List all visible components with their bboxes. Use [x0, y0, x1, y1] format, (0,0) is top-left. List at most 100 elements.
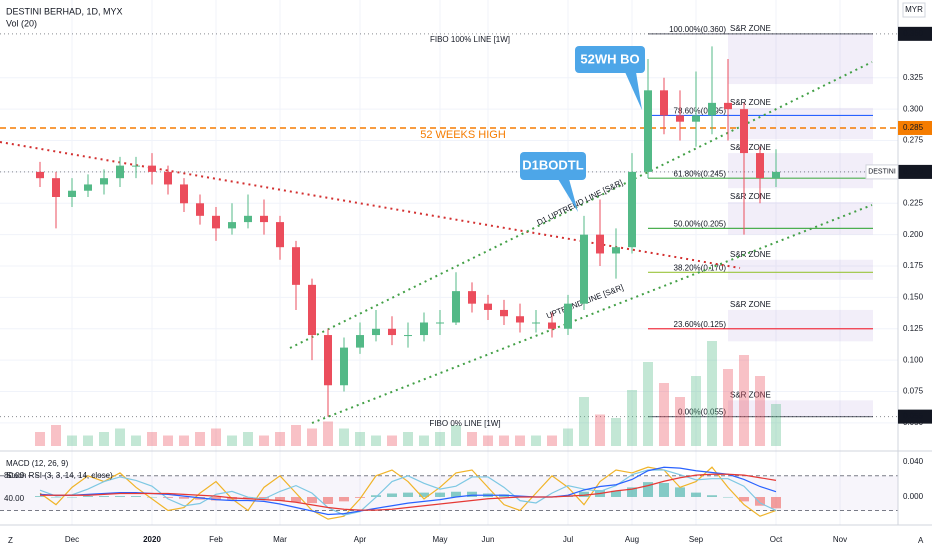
candle-body: [500, 309, 508, 317]
candle-body: [564, 303, 572, 329]
candle-body: [260, 215, 268, 223]
y-tick-label: 0.200: [903, 230, 924, 239]
fib-label: 78.60%(0.295): [674, 107, 727, 116]
volume-bar: [435, 432, 445, 446]
sr-zone: [728, 107, 873, 140]
sr-zone-label: S&R ZONE: [730, 98, 771, 107]
x-tick-label: May: [432, 535, 447, 544]
volume-bar: [707, 341, 717, 446]
stoch-tick-label: 80.00: [4, 471, 25, 480]
macd-histogram: [435, 492, 445, 497]
volume-bar: [371, 435, 381, 446]
macd-histogram: [723, 496, 733, 498]
volume-bar: [67, 435, 77, 446]
volume-bar: [451, 425, 461, 446]
sr-zone: [728, 202, 873, 235]
volume-bar: [355, 432, 365, 446]
macd-histogram: [259, 496, 269, 499]
macd-histogram: [451, 491, 461, 497]
macd-histogram: [243, 496, 253, 499]
callout: 52WH BO D1BODTL: [520, 46, 645, 212]
sr-zone-label: S&R ZONE: [730, 250, 771, 259]
macd-histogram: [371, 495, 381, 497]
candle-body: [660, 90, 668, 116]
x-tick-label: Apr: [354, 535, 367, 544]
macd-histogram: [707, 495, 717, 497]
candle-body: [52, 178, 60, 197]
symbol-tag: [865, 164, 899, 180]
macd-histogram: [691, 492, 701, 497]
volume-bar: [755, 376, 765, 446]
candle-body: [420, 322, 428, 336]
axis-background: [898, 0, 932, 550]
volume-bar: [499, 435, 509, 446]
y-tick-label: 0.150: [903, 293, 924, 302]
candle-body: [628, 171, 636, 248]
volume-bar: [611, 418, 621, 446]
volume-bar: [515, 435, 525, 446]
fib-label: 100.00%(0.360): [669, 25, 726, 34]
volume-bar: [387, 435, 397, 446]
candle-body: [308, 284, 316, 336]
y-tick-label: 0.100: [903, 355, 924, 364]
macd-histogram: [643, 482, 653, 497]
volume-bar: [419, 435, 429, 446]
scale-button[interactable]: A: [918, 536, 924, 545]
y2-tick-label: 0.040: [903, 457, 924, 466]
candle-body: [404, 335, 412, 337]
currency-box: [902, 2, 926, 18]
x-tick-label: Aug: [625, 535, 639, 544]
candle-body: [356, 335, 364, 348]
y-tick-label: 0.075: [903, 387, 924, 396]
volume-bar: [339, 428, 349, 446]
macd-histogram: [147, 496, 157, 498]
candle-body: [532, 322, 540, 324]
macd-histogram: [179, 496, 189, 499]
volume-bar: [483, 435, 493, 446]
sr-zone-label: S&R ZONE: [730, 390, 771, 399]
fib-label: 50.00%(0.205): [674, 219, 727, 228]
volume-bar: [163, 435, 173, 446]
price-tag: [898, 164, 932, 179]
volume-bar: [531, 435, 541, 446]
fib-label: 0.00%(0.055): [678, 408, 726, 417]
macd-histogram: [771, 496, 781, 509]
fib-label: 23.60%(0.125): [674, 320, 727, 329]
sr-zone: [728, 400, 873, 417]
candle-body: [212, 215, 220, 229]
macd-histogram: [611, 490, 621, 497]
volume-bar: [691, 376, 701, 446]
stoch-tick-label: 40.00: [4, 494, 25, 503]
volume-bar: [547, 435, 557, 446]
candle-body: [756, 153, 764, 179]
candle-body: [388, 328, 396, 336]
candle-body: [148, 165, 156, 172]
candle-body: [36, 171, 44, 179]
downtrend-line: [0, 141, 741, 269]
volume-bar: [739, 355, 749, 446]
macd-histogram: [579, 491, 589, 497]
y-tick-label: 0.175: [903, 261, 924, 270]
w1-uptrend-line: [311, 204, 873, 424]
volume-bar: [275, 432, 285, 446]
price-tag-label: 0.055: [903, 412, 924, 421]
candle-body: [164, 171, 172, 185]
volume-bar: [403, 432, 413, 446]
macd-histogram: [755, 496, 765, 506]
candle-body: [772, 171, 780, 179]
x-tick-label: Oct: [770, 535, 783, 544]
sr-zone-label: S&R ZONE: [730, 143, 771, 152]
y-tick-label: 0.225: [903, 198, 924, 207]
scale-button[interactable]: Z: [8, 536, 13, 545]
macd-histogram: [35, 496, 45, 497]
y-tick-label: 0.125: [903, 324, 924, 333]
volume-bar: [99, 432, 109, 446]
macd-histogram: [131, 496, 141, 497]
signal-line: [40, 473, 777, 511]
sr-zone-label: S&R ZONE: [730, 300, 771, 309]
volume-bar: [643, 362, 653, 446]
candle-body: [116, 165, 124, 179]
candle-body: [724, 102, 732, 110]
axis-layer: 0.0500.0750.1000.1250.1500.1750.2000.225…: [4, 26, 932, 544]
